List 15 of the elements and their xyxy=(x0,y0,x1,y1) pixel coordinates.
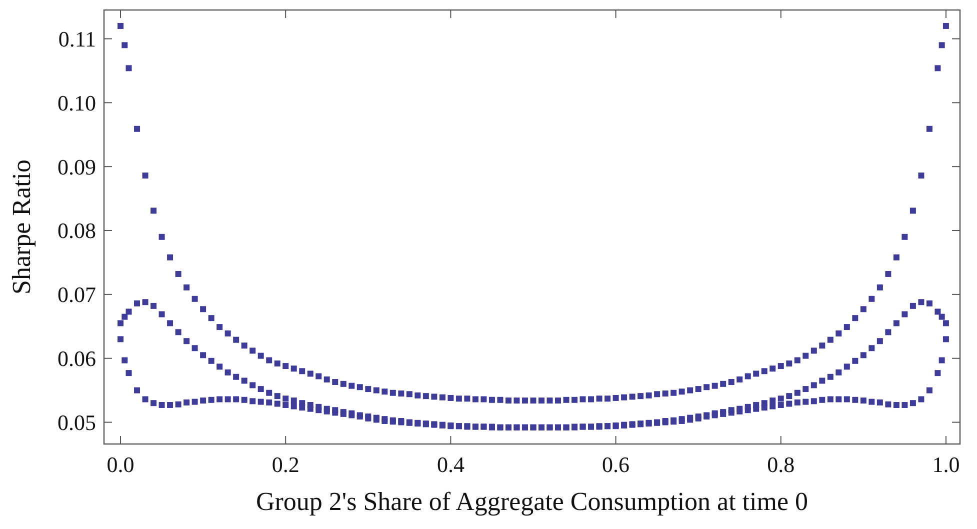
y-tick-label: 0.09 xyxy=(58,154,96,180)
y-tick-label: 0.05 xyxy=(58,410,96,435)
y-tick-label: 0.06 xyxy=(58,346,96,372)
y-tick-label: 0.11 xyxy=(58,26,96,52)
y-tick-label: 0.08 xyxy=(58,218,96,244)
x-tick-label: 0.4 xyxy=(436,452,464,477)
x-tick-label: 0.0 xyxy=(106,452,134,477)
x-axis-title: Group 2's Share of Aggregate Consumption at time 0 xyxy=(256,487,808,516)
x-tick-label: 0.2 xyxy=(272,452,300,477)
x-tick-label: 0.8 xyxy=(767,452,795,477)
y-axis-title: Sharpe Ratio xyxy=(7,159,36,295)
y-tick-label: 0.07 xyxy=(58,282,96,308)
y-tick-label: 0.10 xyxy=(58,90,96,116)
x-tick-label: 1.0 xyxy=(932,452,960,477)
x-tick-label: 0.6 xyxy=(602,452,630,477)
